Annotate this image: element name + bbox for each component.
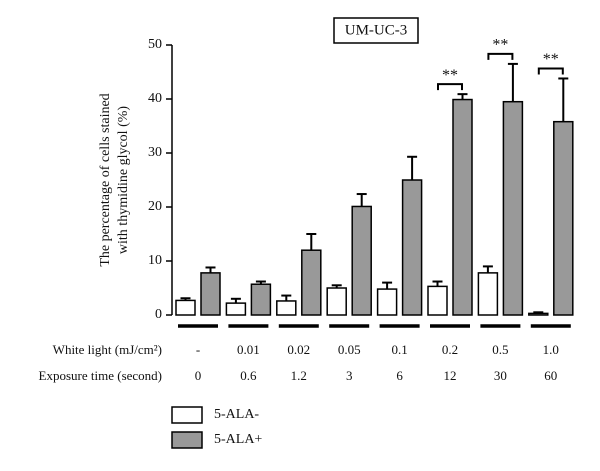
x-tick-label: 0.5 [492, 342, 508, 357]
chart-title: UM-UC-3 [345, 22, 408, 38]
annotation: ** [543, 51, 559, 68]
significance-bracket [537, 67, 564, 75]
bar [276, 300, 297, 316]
y-tick-label: 0 [155, 307, 162, 322]
annotation: ** [492, 37, 508, 54]
x-tick-label: 0 [195, 368, 202, 383]
legend-label: 5-ALA- [214, 407, 259, 422]
x-tick-label: 0.02 [287, 342, 310, 357]
bar [452, 98, 473, 316]
x-tick-label: 1.0 [543, 342, 559, 357]
x-tick-label: 0.05 [338, 342, 361, 357]
bar [427, 285, 448, 316]
x-tick-label: 12 [444, 368, 457, 383]
bar [376, 288, 398, 316]
bar [175, 299, 196, 316]
x-tick-label: 0.2 [442, 342, 458, 357]
significance-bracket [487, 52, 514, 60]
x-tick-label: 1.2 [291, 368, 307, 383]
y-axis-label: with thymidine glycol (%) [116, 106, 131, 254]
y-tick-label: 40 [148, 91, 162, 106]
bar [528, 312, 549, 316]
legend-swatch [171, 406, 203, 424]
y-axis-label: The percentage of cells stained [98, 93, 113, 266]
legend-label: 5-ALA+ [214, 432, 262, 447]
y-tick-label: 10 [148, 253, 162, 268]
x-tick-label: 30 [494, 368, 507, 383]
x-tick-label: 3 [346, 368, 353, 383]
legend-swatch [171, 431, 203, 449]
bar [502, 100, 524, 316]
y-tick-label: 20 [148, 199, 162, 214]
bar [301, 249, 322, 316]
title-box [333, 17, 419, 44]
y-tick-label: 50 [148, 37, 162, 52]
row-label: White light (mJ/cm²) [53, 342, 162, 357]
bar [326, 287, 347, 316]
bar [250, 283, 272, 316]
bar [225, 302, 247, 316]
x-tick-label: - [196, 342, 200, 357]
x-tick-label: 60 [544, 368, 557, 383]
bar [351, 205, 372, 316]
x-tick-label: 0.01 [237, 342, 260, 357]
bar [401, 179, 423, 316]
x-tick-label: 6 [396, 368, 403, 383]
bar [200, 272, 221, 316]
significance-bracket [437, 83, 463, 91]
bar [553, 120, 574, 316]
x-tick-label: 0.1 [391, 342, 407, 357]
x-tick-label: 0.6 [240, 368, 257, 383]
y-tick-label: 30 [148, 145, 162, 160]
row-label: Exposure time (second) [39, 368, 162, 383]
bar [477, 272, 499, 316]
annotation: ** [442, 67, 458, 84]
